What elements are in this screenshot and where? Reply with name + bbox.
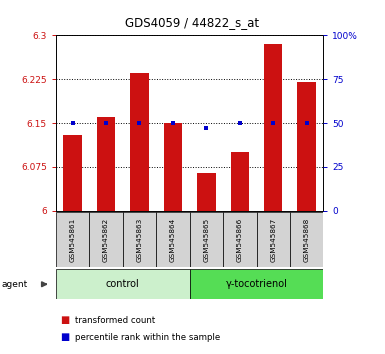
Bar (290, 212, 323, 267)
Bar (64, 135, 82, 211)
Text: percentile rank within the sample: percentile rank within the sample (75, 332, 220, 342)
Text: ■: ■ (60, 332, 69, 342)
Text: GSM545867: GSM545867 (270, 218, 276, 262)
Bar (256, 212, 290, 267)
Text: GDS4059 / 44822_s_at: GDS4059 / 44822_s_at (126, 16, 259, 29)
Text: GSM545861: GSM545861 (70, 218, 75, 262)
Bar (298, 82, 316, 211)
Text: GSM545864: GSM545864 (170, 218, 176, 262)
Bar (189, 269, 323, 299)
Bar (156, 212, 189, 267)
Bar (56, 269, 189, 299)
Text: transformed count: transformed count (75, 316, 155, 325)
Text: GSM545866: GSM545866 (237, 218, 243, 262)
Bar (164, 123, 182, 211)
Text: GSM545868: GSM545868 (304, 218, 310, 262)
Text: agent: agent (2, 280, 28, 289)
Text: GSM545865: GSM545865 (203, 218, 209, 262)
Bar (223, 212, 256, 267)
Bar (231, 152, 249, 211)
Text: GSM545862: GSM545862 (103, 218, 109, 262)
Bar (189, 212, 223, 267)
Bar (130, 73, 149, 211)
Text: control: control (106, 279, 140, 289)
Bar (123, 212, 156, 267)
Bar (97, 117, 115, 211)
Bar (197, 173, 216, 211)
Bar (56, 212, 89, 267)
Text: GSM545863: GSM545863 (136, 218, 142, 262)
Text: γ-tocotrienol: γ-tocotrienol (226, 279, 288, 289)
Bar (264, 44, 283, 211)
Bar (89, 212, 123, 267)
Text: ■: ■ (60, 315, 69, 325)
